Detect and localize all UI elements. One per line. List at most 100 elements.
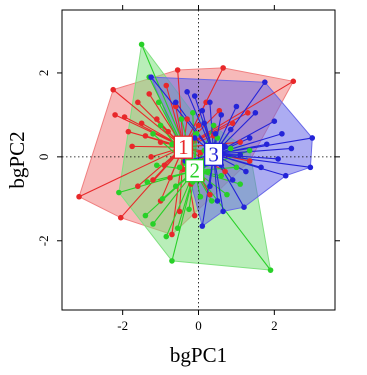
segment-group-3-29 [213,147,292,155]
point-group-2-33 [155,99,162,106]
point-group-1-5 [246,158,253,164]
point-group-1-40 [135,183,141,190]
point-group-2-18 [178,116,185,122]
point-group-2-12 [157,122,164,129]
point-group-1-3 [220,65,226,71]
point-group-1-39 [244,109,251,116]
point-group-3-23 [252,109,259,116]
point-group-3-9 [172,99,179,106]
point-group-2-29 [224,191,230,198]
point-group-1-1 [110,86,116,93]
point-group-2-10 [142,212,149,219]
segment-group-1-4 [183,80,294,148]
point-group-2-2 [246,147,253,154]
segment-group-3-28 [213,133,283,155]
point-group-1-17 [153,116,160,122]
point-group-1-23 [167,175,173,181]
centroid-label-group-1: 1 [178,135,189,159]
point-group-2-4 [169,258,175,264]
point-group-2-28 [218,172,225,179]
point-group-1-4 [290,78,297,85]
point-group-1-13 [142,133,149,139]
point-group-3-3 [307,164,314,171]
point-group-2-34 [176,164,183,171]
x-axis-title: bgPC1 [170,343,227,367]
point-group-3-10 [184,89,190,95]
point-group-1-12 [138,120,145,127]
point-group-1-37 [229,120,236,127]
point-group-3-35 [191,135,198,141]
point-group-3-17 [222,143,228,150]
point-group-1-27 [184,116,190,122]
point-group-2-11 [150,221,156,227]
point-group-3-6 [220,208,226,215]
point-group-2-27 [214,135,221,141]
point-group-2-23 [197,193,204,200]
segment-group-1-1 [112,89,184,148]
point-group-2-30 [227,145,234,152]
point-group-1-0 [76,193,82,200]
point-group-3-12 [199,107,206,114]
centroid-box-group-2 [185,159,205,183]
y-axis-title: bgPC2 [5,131,29,188]
point-group-3-29 [288,145,295,152]
point-group-1-22 [165,128,171,135]
point-group-3-27 [275,156,281,162]
point-group-1-38 [237,139,244,145]
point-group-1-21 [163,82,170,89]
point-group-1-10 [125,128,132,135]
point-group-3-11 [191,93,198,99]
point-group-1-15 [148,154,154,160]
point-group-3-18 [227,126,234,133]
point-group-3-4 [282,172,289,179]
point-group-2-20 [186,206,192,213]
point-group-2-35 [210,122,217,129]
segment-group-2-5 [118,170,195,194]
point-group-3-33 [229,177,236,183]
point-group-1-16 [150,177,156,183]
segment-group-3-3 [213,153,311,168]
point-group-3-14 [207,99,213,106]
point-group-1-11 [135,99,141,106]
point-group-3-16 [218,112,225,118]
x-tick-label-2: 2 [271,318,278,333]
point-group-1-24 [172,103,179,110]
point-group-3-26 [271,118,278,124]
point-group-2-31 [233,164,240,171]
point-group-2-16 [172,183,179,190]
point-group-2-7 [150,130,156,137]
centroid-box-group-1 [173,135,193,159]
point-group-2-32 [237,181,244,187]
point-group-1-18 [157,139,164,145]
point-group-3-24 [258,164,264,171]
x-tick-label-0: -2 [117,318,128,333]
segment-group-1-0 [78,146,184,198]
point-group-1-35 [216,107,223,114]
point-group-3-20 [237,151,244,158]
point-group-3-36 [214,198,221,204]
point-group-3-0 [148,74,154,80]
point-group-1-41 [129,143,135,150]
point-group-1-2 [174,67,181,73]
point-group-2-13 [159,196,166,202]
point-group-2-22 [193,130,200,137]
point-group-3-7 [199,223,206,229]
point-group-2-26 [208,198,215,204]
point-group-1-25 [176,208,183,215]
point-group-1-7 [117,214,124,221]
point-group-1-14 [146,91,153,97]
point-group-2-15 [169,141,175,148]
point-group-3-19 [233,103,240,110]
y-tick-label-0: -2 [36,235,51,246]
centroid-label-group-3: 3 [208,142,219,166]
y-tick-label-2: 2 [36,70,51,77]
point-group-3-22 [246,135,253,141]
point-group-1-29 [191,212,198,219]
point-group-3-1 [262,79,268,85]
centroid-label-group-2: 2 [189,159,200,183]
point-group-2-17 [174,225,181,231]
point-group-2-8 [153,162,160,169]
segment-group-3-0 [150,76,215,155]
point-group-1-20 [161,162,168,169]
